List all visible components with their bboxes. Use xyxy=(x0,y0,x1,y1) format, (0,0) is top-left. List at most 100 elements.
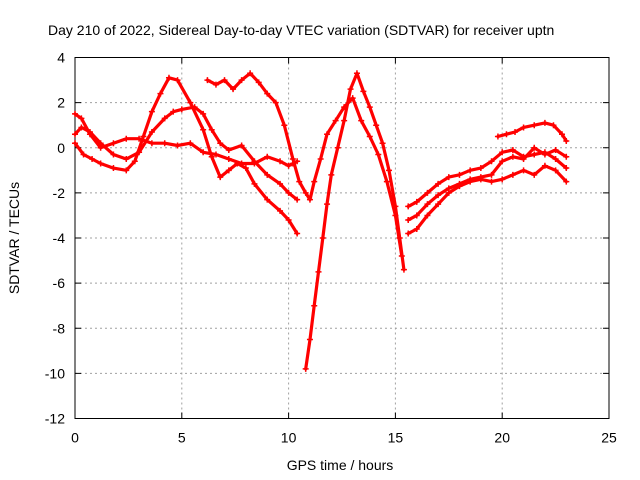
data-point xyxy=(123,156,130,163)
data-point xyxy=(552,147,559,154)
data-point xyxy=(488,171,495,178)
data-point xyxy=(413,198,420,205)
data-point xyxy=(242,165,249,172)
data-point xyxy=(319,235,326,241)
data-point xyxy=(161,115,168,122)
data-point xyxy=(97,160,104,167)
y-tick-label: -6 xyxy=(53,275,66,291)
data-point xyxy=(512,128,519,135)
data-point xyxy=(520,167,527,174)
data-point xyxy=(503,131,510,138)
data-point xyxy=(413,225,420,232)
data-point xyxy=(509,153,516,160)
data-point xyxy=(509,171,516,178)
data-point xyxy=(208,126,215,133)
data-point xyxy=(332,117,339,124)
data-point xyxy=(541,162,548,169)
data-point xyxy=(405,216,412,223)
data-point xyxy=(445,174,452,181)
data-point xyxy=(251,158,258,165)
data-point xyxy=(123,167,130,174)
series-line xyxy=(406,148,568,208)
y-tick-label: -12 xyxy=(45,411,65,427)
data-point xyxy=(289,156,296,163)
x-tick-label: 20 xyxy=(494,430,510,446)
data-point xyxy=(174,142,181,149)
x-tick-label: 15 xyxy=(388,430,404,446)
data-point xyxy=(217,140,224,147)
data-point xyxy=(531,171,538,178)
grid xyxy=(75,57,609,419)
data-point xyxy=(285,189,292,196)
data-point xyxy=(334,144,341,151)
data-point xyxy=(499,149,506,156)
data-point xyxy=(277,158,284,165)
data-point xyxy=(78,124,85,131)
data-point xyxy=(563,178,570,185)
series-line xyxy=(205,71,404,258)
data-point xyxy=(157,90,164,97)
data-point xyxy=(349,95,356,102)
data-point xyxy=(477,176,484,183)
data-point xyxy=(353,70,360,77)
data-point xyxy=(373,122,380,129)
data-point xyxy=(225,147,232,154)
data-point xyxy=(251,180,258,187)
data-point xyxy=(366,104,373,111)
series-line xyxy=(73,76,299,236)
data-point xyxy=(255,79,262,86)
data-point xyxy=(328,171,335,178)
data-point xyxy=(148,108,155,115)
y-tick-label: 0 xyxy=(57,140,65,156)
data-point xyxy=(80,151,87,158)
data-point xyxy=(294,230,301,237)
data-point xyxy=(375,151,382,158)
x-tick-label: 25 xyxy=(601,430,617,446)
data-point xyxy=(392,203,399,210)
data-point xyxy=(72,131,78,138)
data-point xyxy=(208,153,215,160)
data-point xyxy=(467,167,474,174)
data-point xyxy=(161,140,168,147)
y-tick-label: -4 xyxy=(53,230,66,246)
data-point xyxy=(170,108,177,115)
data-point xyxy=(531,151,538,158)
data-point xyxy=(550,122,557,129)
data-point xyxy=(148,140,155,147)
y-tick-label: 2 xyxy=(57,95,65,111)
data-point xyxy=(413,212,420,219)
data-point xyxy=(396,235,403,241)
data-point xyxy=(358,117,365,124)
data-point xyxy=(456,171,463,178)
data-point xyxy=(200,126,207,133)
series-day-8 xyxy=(405,162,570,237)
data-point xyxy=(238,77,245,84)
x-tick-label: 0 xyxy=(71,430,79,446)
series-line xyxy=(406,146,568,222)
data-point xyxy=(360,88,367,95)
data-point xyxy=(509,147,516,154)
x-tick-label: 10 xyxy=(281,430,297,446)
data-point xyxy=(212,151,219,158)
data-point xyxy=(311,178,318,185)
data-point xyxy=(499,176,506,183)
data-point xyxy=(78,115,85,122)
data-point xyxy=(212,81,219,88)
data-point xyxy=(225,156,232,163)
data-point xyxy=(281,122,288,129)
data-point xyxy=(165,74,172,81)
data-point xyxy=(494,133,501,140)
data-point xyxy=(86,128,93,135)
series-line xyxy=(73,112,299,168)
data-point xyxy=(383,178,390,185)
data-point xyxy=(187,140,194,147)
data-point xyxy=(317,156,324,163)
data-point xyxy=(110,165,117,172)
data-point xyxy=(405,230,412,237)
data-point xyxy=(123,135,130,142)
data-point xyxy=(306,196,313,203)
data-point xyxy=(200,110,207,117)
data-point xyxy=(559,131,566,138)
series-day-9 xyxy=(494,119,570,144)
data-point xyxy=(72,110,78,117)
